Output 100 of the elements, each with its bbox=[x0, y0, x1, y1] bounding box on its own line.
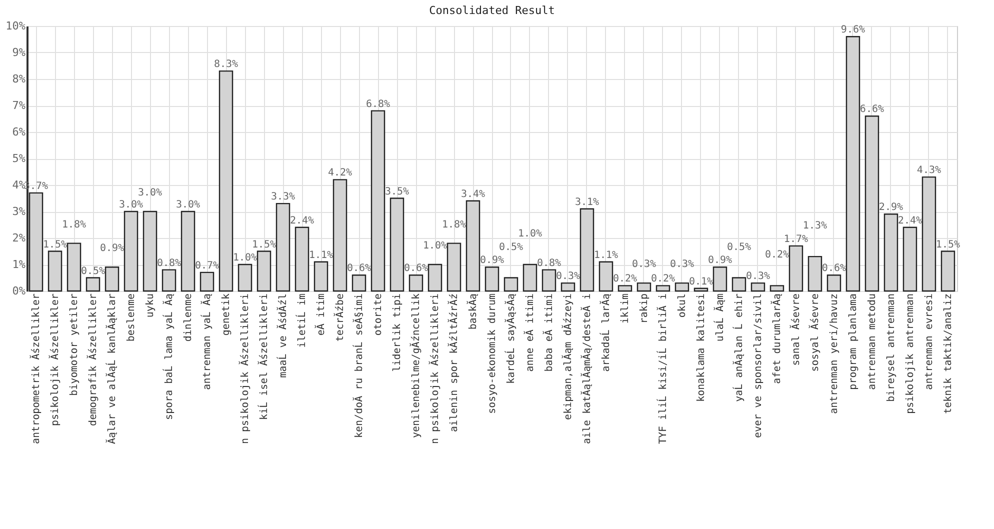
x-tick-label: yenilenebilme/gĂźncellik bbox=[409, 294, 422, 438]
bar bbox=[788, 245, 804, 292]
x-tick-label: sosyal Ăśevre bbox=[808, 294, 821, 372]
bar bbox=[694, 288, 708, 292]
bar bbox=[580, 208, 594, 292]
x-tick-label: n psikolojik Ăśzellikleri bbox=[238, 294, 252, 444]
x-tick-label: demografik Ăśzellikler bbox=[86, 294, 100, 426]
x-tick-label: antropometrik Ăśzellikler bbox=[29, 294, 42, 444]
x-tick-label: eĂ itim bbox=[314, 294, 328, 336]
data-label: 3.0% bbox=[118, 200, 144, 210]
data-label: 0.3% bbox=[746, 271, 770, 282]
x-tick-label: n psikolojik Ăśzellikleri bbox=[428, 294, 442, 444]
data-label: 6.8% bbox=[366, 98, 390, 110]
bar bbox=[732, 277, 746, 292]
x-tick-label: ever ve sponsorlar/sivil bbox=[752, 294, 764, 438]
bar bbox=[314, 261, 328, 292]
x-tick-label: uyku bbox=[145, 294, 156, 318]
data-label: 0.7% bbox=[194, 260, 220, 272]
data-label: 0.3% bbox=[632, 259, 656, 270]
data-label: 1.1% bbox=[594, 250, 618, 261]
x-tick-label: Ăąlar ve alĂąĹ kanlĂąklar bbox=[105, 294, 118, 444]
data-label: 1.0% bbox=[422, 240, 448, 252]
data-label: 3.5% bbox=[384, 186, 410, 198]
data-label: 0.5% bbox=[726, 242, 752, 253]
data-label: 1.1% bbox=[308, 250, 334, 261]
bar bbox=[522, 264, 538, 292]
data-label: 0.6% bbox=[346, 263, 372, 274]
bar bbox=[370, 110, 386, 292]
bar bbox=[428, 264, 442, 292]
bar bbox=[808, 256, 822, 292]
data-label: 1.3% bbox=[802, 220, 828, 232]
x-tick-label: afet durumlarĂą bbox=[770, 294, 783, 384]
data-label: 0.9% bbox=[708, 255, 732, 266]
y-tick-label: 8% bbox=[12, 72, 26, 86]
x-tick-label: ailenin spor kĂźltĂźrĂź bbox=[447, 294, 460, 432]
x-tick-label: okul bbox=[676, 294, 688, 318]
y-tick-label: 10% bbox=[6, 20, 26, 32]
bar bbox=[884, 214, 898, 292]
x-tick-label: antrenman yeri/havuz bbox=[828, 294, 840, 414]
x-tick-label: TYF iliĹ kisi/iĹ birliĂ i bbox=[656, 294, 669, 444]
data-label: 9.6% bbox=[840, 24, 866, 36]
bar bbox=[922, 176, 936, 292]
x-tick-label: genetik bbox=[221, 294, 232, 336]
bar bbox=[408, 274, 424, 292]
bar bbox=[598, 261, 614, 292]
bar bbox=[104, 266, 120, 292]
x-tick-label: bireysel antrenman bbox=[886, 294, 897, 402]
x-tick-label: antrenman evresi bbox=[924, 294, 935, 390]
x-tick-label: antrenman yaĹ Ăą bbox=[200, 294, 214, 390]
x-tick-label: sanal Ăśevre bbox=[788, 294, 802, 366]
data-label: 1.5% bbox=[936, 239, 960, 250]
x-tick-label: aile katĂąlĂąmĂą/desteĂ i bbox=[580, 294, 593, 444]
bar bbox=[846, 36, 860, 292]
data-label: 3.0% bbox=[138, 188, 162, 198]
data-label: 1.0% bbox=[232, 252, 258, 264]
bar bbox=[618, 285, 632, 292]
x-tick-label: rakip bbox=[638, 294, 650, 324]
bar bbox=[656, 285, 670, 292]
bar bbox=[200, 272, 214, 292]
data-label: 1.5% bbox=[42, 239, 68, 250]
x-tick-label: psikolojik antrenman bbox=[904, 294, 916, 414]
x-tick-label: biyomotor yetiler bbox=[69, 294, 80, 396]
y-tick-label: 2% bbox=[12, 232, 26, 244]
x-tick-label: spora baĹ lama yaĹ Ăą bbox=[162, 294, 176, 420]
data-label: 6.6% bbox=[860, 104, 884, 116]
x-tick-label: kardeĹ sayĂąsĂą bbox=[504, 294, 517, 384]
bar bbox=[446, 242, 462, 292]
bar bbox=[770, 285, 784, 292]
data-label: 3.3% bbox=[270, 192, 296, 203]
bar bbox=[66, 242, 82, 292]
bar bbox=[256, 250, 272, 292]
data-label: 2.4% bbox=[290, 215, 314, 226]
bar bbox=[48, 250, 62, 292]
x-tick-label: iklim bbox=[620, 294, 631, 324]
y-tick-label: 0% bbox=[12, 284, 26, 298]
bar bbox=[940, 250, 956, 292]
data-label: 1.8% bbox=[62, 219, 86, 230]
data-label: 0.5% bbox=[498, 242, 524, 253]
data-label: 0.8% bbox=[156, 258, 182, 269]
bar bbox=[712, 266, 728, 292]
data-label: 0.5% bbox=[80, 266, 106, 277]
x-tick-label: liderlik tipi bbox=[392, 294, 404, 372]
x-tick-label: tecrĂźbe bbox=[333, 294, 346, 342]
y-tick-label: 5% bbox=[12, 152, 26, 165]
data-label: 4.2% bbox=[328, 168, 352, 179]
x-tick-label: maaĹ ve ĂśdĂźl bbox=[276, 294, 290, 378]
data-label: 1.0% bbox=[518, 228, 542, 240]
bar bbox=[636, 282, 652, 292]
x-tick-label: otorite bbox=[373, 294, 384, 336]
data-label: 0.1% bbox=[688, 276, 714, 288]
data-label: 0.9% bbox=[480, 255, 504, 266]
data-label: 1.7% bbox=[784, 234, 808, 245]
x-tick-label: anne eĂ itimi bbox=[523, 294, 536, 372]
data-label: 0.8% bbox=[536, 258, 562, 269]
bar bbox=[826, 274, 842, 292]
bar bbox=[864, 116, 880, 292]
bar bbox=[332, 179, 348, 292]
x-tick-label: psikolojik Ăśzellikler bbox=[48, 294, 62, 426]
bar bbox=[142, 210, 158, 292]
bar bbox=[902, 226, 918, 292]
